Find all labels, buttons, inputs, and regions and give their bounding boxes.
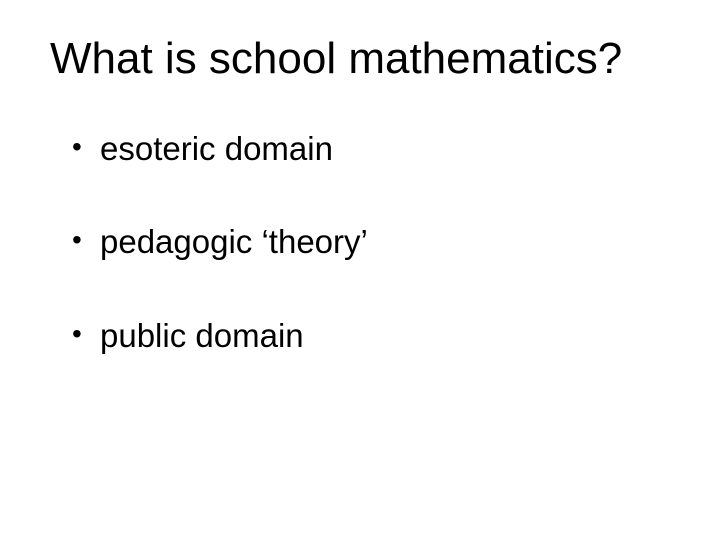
bullet-text: esoteric domain <box>100 130 333 167</box>
list-item: esoteric domain <box>72 129 670 169</box>
list-item: public domain <box>72 316 670 356</box>
slide: What is school mathematics? esoteric dom… <box>0 0 720 540</box>
bullet-list: esoteric domain pedagogic ‘theory’ publi… <box>72 129 670 356</box>
list-item: pedagogic ‘theory’ <box>72 222 670 262</box>
bullet-text: public domain <box>100 317 304 354</box>
bullet-text: pedagogic ‘theory’ <box>100 223 368 260</box>
slide-title: What is school mathematics? <box>50 34 670 85</box>
